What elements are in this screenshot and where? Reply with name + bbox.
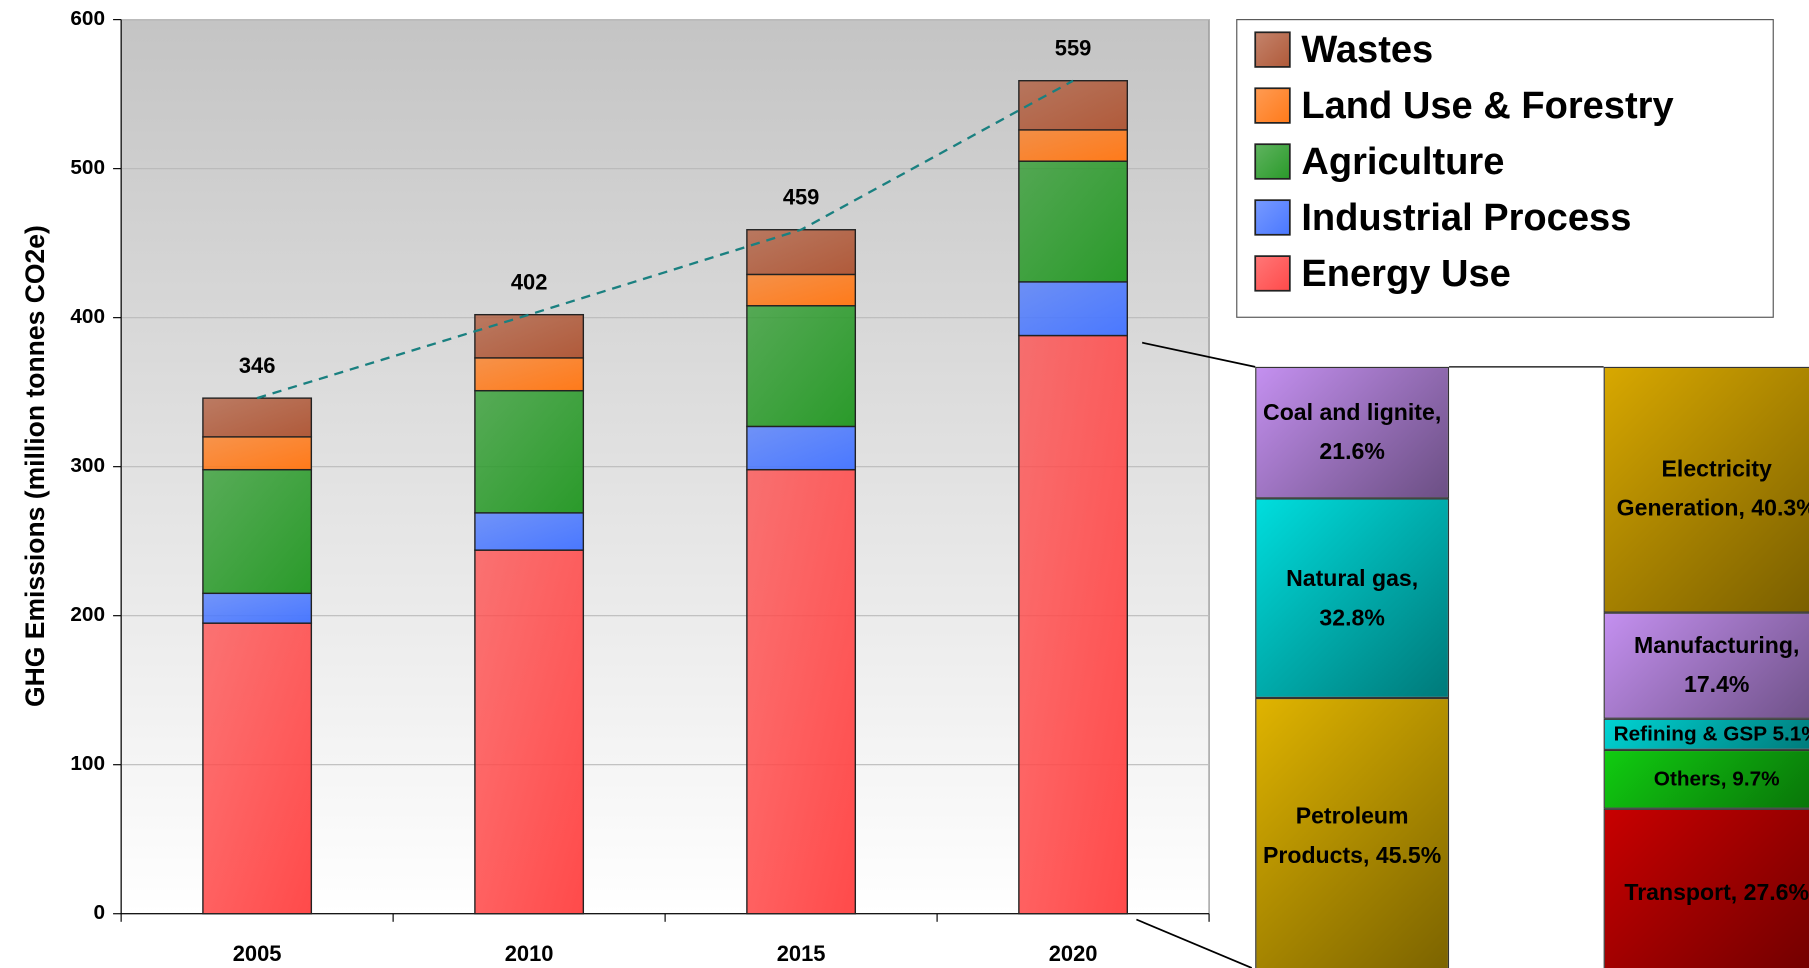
bar-segment: [746, 273, 857, 307]
bar-segment: [474, 357, 585, 392]
y-tick-label: 200: [70, 603, 105, 626]
bar-segment: [202, 622, 313, 915]
bar-segment: [202, 436, 313, 471]
total-label: 346: [239, 353, 276, 378]
legend-box: [1236, 19, 1774, 318]
connector: [1141, 341, 1256, 368]
legend-swatch: [1254, 31, 1291, 68]
bar-segment: [202, 468, 313, 595]
breakdown-bar: Coal and lignite, 21.6% Natural gas, 32.8…: [1255, 366, 1495, 968]
legend-swatch: [1254, 199, 1291, 236]
breakdown-label: Petroleum Products, 45.5%: [1262, 804, 1442, 870]
legend-swatch: [1254, 143, 1291, 180]
bar-segment: [746, 305, 857, 428]
bar-segment: [474, 549, 585, 915]
breakdown-label: Refining & GSP 5.1%: [1613, 722, 1809, 746]
total-label: 402: [511, 269, 548, 294]
bar-segment: [746, 425, 857, 471]
breakdown-segment: Natural gas, 32.8%: [1255, 498, 1450, 699]
bar-segment: [202, 592, 313, 624]
legend-swatch: [1254, 255, 1291, 292]
bar-segment: [474, 389, 585, 514]
legend-label: Agriculture: [1301, 141, 1504, 183]
total-label: 459: [783, 184, 820, 209]
y-tick-label: 100: [70, 752, 105, 775]
bar-segment: [1018, 334, 1129, 915]
bar-segment: [746, 468, 857, 915]
bar-segment: [474, 512, 585, 551]
x-tick-label: 2010: [505, 941, 554, 966]
y-tick-label: 300: [70, 454, 105, 477]
bar-segment: [746, 229, 857, 276]
breakdown-label: Electricity Generation, 40.3%: [1616, 457, 1809, 522]
trend-line: [256, 79, 1074, 400]
breakdown-segment: Manufacturing, 17.4%: [1603, 612, 1809, 719]
total-label: 559: [1055, 35, 1092, 60]
x-tick-label: 2015: [777, 941, 826, 966]
breakdown-label: Manufacturing, 17.4%: [1634, 633, 1800, 698]
breakdown-label: Natural gas, 32.8%: [1286, 566, 1419, 631]
bar-segment: [1018, 160, 1129, 283]
bar-segment: [1018, 129, 1129, 162]
breakdown-segment: Electricity Generation, 40.3%: [1603, 366, 1809, 613]
breakdown-bar: Electricity Generation, 40.3% Manufacturi…: [1603, 366, 1809, 968]
y-tick-label: 500: [70, 156, 105, 179]
breakdown-segment: Coal and lignite, 21.6%: [1255, 366, 1450, 499]
legend-label: Industrial Process: [1301, 197, 1631, 239]
breakdown-segment: Refining & GSP 5.1%: [1603, 718, 1809, 750]
connector: [1136, 918, 1253, 968]
breakdown-label: Transport, 27.6%: [1624, 879, 1809, 906]
x-tick-label: 2005: [233, 941, 282, 966]
y-axis-title: GHG Emissions (million tonnes CO2e): [20, 225, 50, 707]
bar-segment: [1018, 80, 1129, 131]
bar-segment: [1018, 281, 1129, 337]
bar-segment: [202, 397, 313, 438]
breakdown-segment: Transport, 27.6%: [1603, 808, 1809, 968]
legend-label: Wastes: [1301, 29, 1433, 71]
breakdown-segment: Petroleum Products, 45.5%: [1255, 698, 1450, 968]
legend-label: Energy Use: [1301, 253, 1510, 295]
y-tick-label: 400: [70, 305, 105, 328]
legend-label: Land Use & Forestry: [1301, 85, 1673, 127]
x-tick-label: 2020: [1049, 941, 1098, 966]
bar-segment: [474, 313, 585, 359]
legend-swatch: [1254, 87, 1291, 124]
y-tick-label: 0: [93, 901, 105, 924]
y-tick-label: 600: [70, 7, 105, 30]
breakdown-segment: Others, 9.7%: [1603, 749, 1809, 809]
breakdown-label: Others, 9.7%: [1653, 767, 1780, 791]
breakdown-label: Coal and lignite, 21.6%: [1263, 400, 1442, 465]
